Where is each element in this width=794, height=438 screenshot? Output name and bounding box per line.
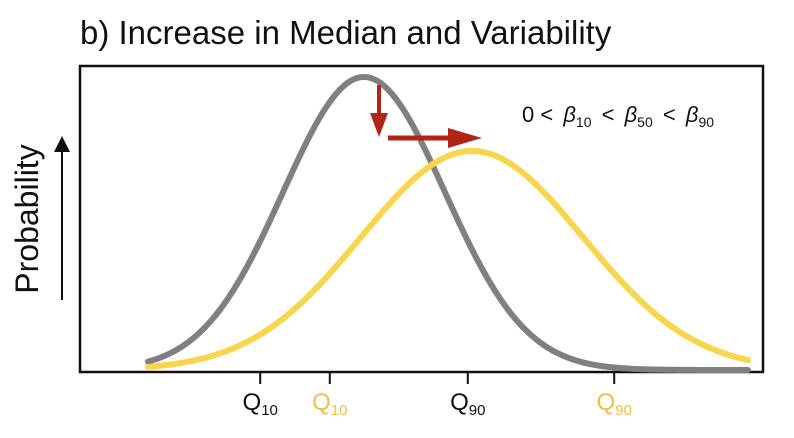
beta-50-symbol: β	[624, 102, 638, 127]
distribution-curve-2	[145, 147, 751, 370]
beta-10-subscript: 10	[576, 114, 592, 130]
x-tick-label-3: Q90	[450, 389, 485, 419]
annotation-lt-2: <	[663, 102, 676, 127]
x-tick-label-1: Q10	[243, 389, 278, 419]
x-tick-label-4: Q90	[597, 389, 632, 419]
x-tick-label-2: Q10	[312, 389, 347, 419]
distribution-curve-1	[145, 73, 751, 373]
beta-50-subscript: 50	[637, 114, 653, 130]
annotation-lead: 0 <	[522, 102, 553, 127]
beta-90-subscript: 90	[698, 114, 714, 130]
chart-title: b) Increase in Median and Variability	[80, 14, 612, 51]
y-axis-label: Probability	[9, 144, 45, 293]
decrease-arrow	[370, 84, 388, 137]
beta-annotation: 0 < β10 < β50 < β90	[522, 102, 714, 132]
beta-10-symbol: β	[562, 102, 576, 127]
annotation-lt-1: <	[602, 102, 615, 127]
beta-90-symbol: β	[685, 102, 699, 127]
shift-right-arrow	[388, 127, 482, 148]
plot-frame	[78, 64, 765, 374]
